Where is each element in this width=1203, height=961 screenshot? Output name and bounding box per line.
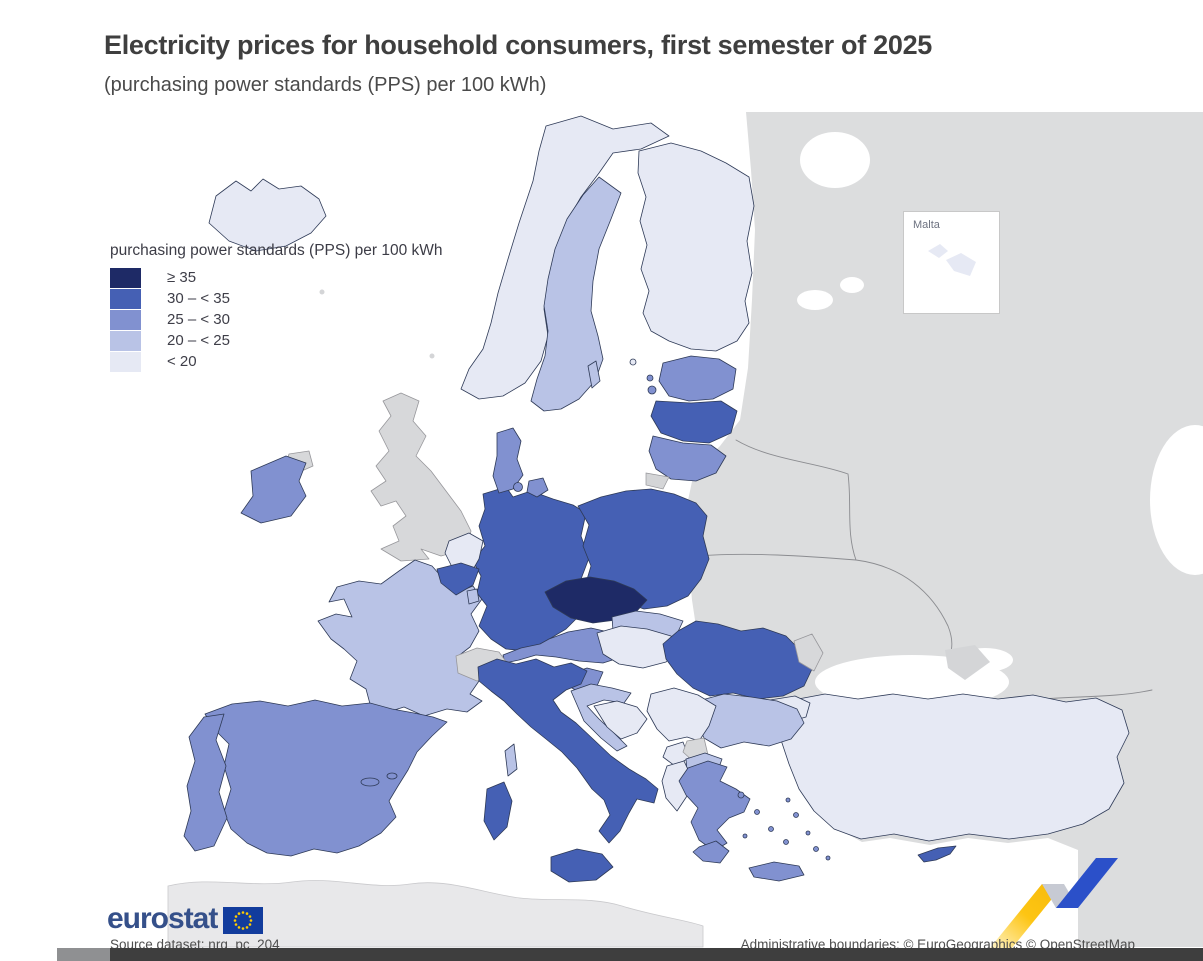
bottom-bar-light-segment [57, 948, 110, 961]
legend-swatch-lt-20 [110, 351, 141, 372]
country-lithuania [648, 435, 727, 482]
eu-flag-icon [223, 907, 264, 934]
eurostat-ribbon-decoration [990, 858, 1118, 948]
country-croatia [570, 683, 632, 752]
page-subtitle: (purchasing power standards (PPS) per 10… [104, 74, 547, 96]
malta-inset-box: Malta [903, 211, 1000, 314]
legend-row: ≥ 35 [110, 267, 443, 288]
legend-label: 20 – < 25 [167, 332, 230, 349]
country-malta [928, 244, 976, 276]
country-spain [204, 699, 448, 857]
north-africa-coast [167, 880, 704, 948]
country-cyprus [917, 845, 957, 863]
country-greece [678, 760, 831, 882]
non-eu-border-lines [699, 439, 1153, 705]
country-denmark [492, 427, 549, 498]
country-italy [477, 658, 659, 883]
bottom-bar [110, 948, 1203, 961]
legend-row: 30 – < 35 [110, 288, 443, 309]
country-romania [662, 620, 813, 700]
legend-label: 25 – < 30 [167, 311, 230, 328]
faroe-islands [319, 289, 325, 295]
legend-label: < 20 [167, 353, 197, 370]
legend-label: ≥ 35 [167, 269, 197, 286]
legend-row: < 20 [110, 351, 443, 372]
legend-swatch-20-25 [110, 330, 141, 351]
legend-row: 20 – < 25 [110, 330, 443, 351]
country-germany [472, 486, 590, 652]
page-title: Electricity prices for household consume… [104, 30, 933, 60]
lake-onega [840, 277, 864, 293]
country-luxembourg [466, 588, 480, 605]
eurostat-logo: eurostat [107, 901, 264, 935]
white-sea [800, 132, 870, 188]
malta-inset-label: Malta [913, 219, 940, 231]
shetland-islands [429, 353, 435, 359]
country-netherlands [444, 532, 484, 574]
legend-swatch-ge-35 [110, 267, 141, 288]
country-finland [629, 142, 755, 366]
caspian-sea [1150, 425, 1203, 575]
legend-swatch-30-35 [110, 288, 141, 309]
country-poland [577, 488, 710, 610]
country-moldova [793, 633, 824, 672]
eurostat-logo-text: eurostat [107, 901, 218, 935]
country-iceland [208, 178, 327, 252]
country-belgium [436, 562, 480, 596]
country-portugal [183, 713, 228, 852]
country-bosnia [593, 700, 648, 740]
legend-label: 30 – < 35 [167, 290, 230, 307]
ribbon-yellow-band [990, 884, 1064, 948]
country-ireland [240, 455, 307, 524]
country-sweden [530, 176, 622, 412]
country-norway [460, 115, 670, 400]
ribbon-blue-band [1056, 858, 1118, 908]
malta-inset-map [928, 244, 976, 276]
country-france [317, 559, 518, 777]
lake-ladoga [797, 290, 833, 310]
country-turkiye [769, 693, 1130, 842]
kaliningrad-region [645, 472, 670, 490]
country-czechia [544, 576, 648, 624]
map-legend: purchasing power standards (PPS) per 100… [110, 242, 443, 372]
crimea-peninsula [945, 645, 990, 680]
country-united-kingdom [284, 392, 472, 562]
country-estonia [646, 355, 737, 402]
legend-title: purchasing power standards (PPS) per 100… [110, 242, 443, 259]
country-latvia [650, 400, 738, 444]
legend-row: 25 – < 30 [110, 309, 443, 330]
legend-swatch-25-30 [110, 309, 141, 330]
